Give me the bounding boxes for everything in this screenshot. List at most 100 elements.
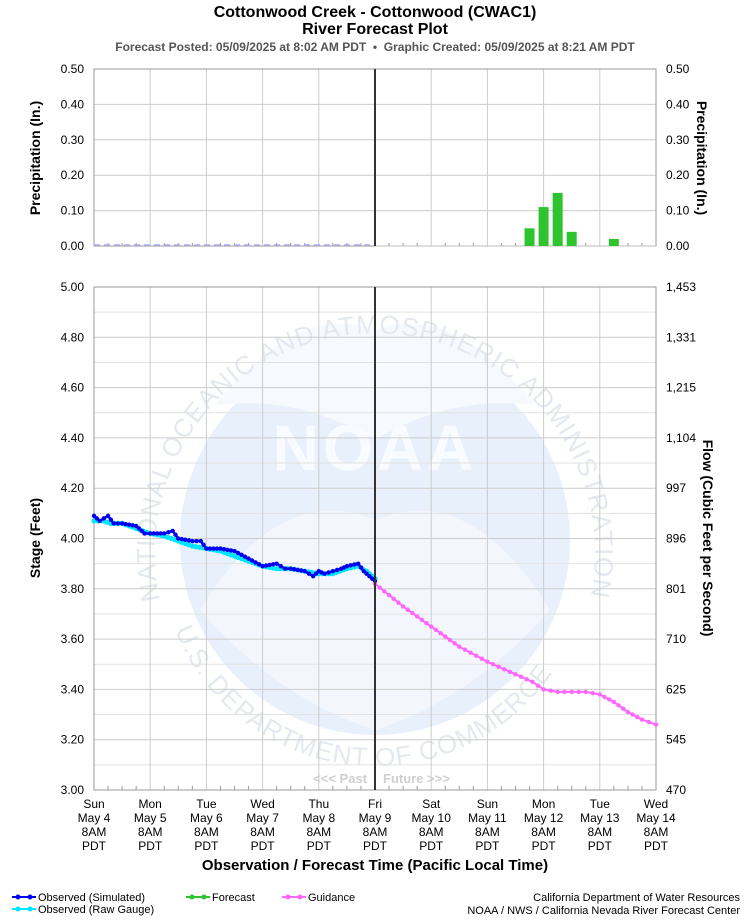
series-point-guidance [438, 631, 443, 636]
stage-tick-left: 3.00 [61, 783, 85, 797]
x-tick-label: May 14 [636, 811, 676, 825]
series-point-observed_simulated [186, 538, 192, 543]
series-point-observed_simulated [105, 513, 111, 519]
x-tick-label: PDT [644, 839, 669, 853]
flow-tick-right: 896 [666, 532, 686, 546]
series-point-guidance [535, 683, 541, 688]
chart-subtitle: River Forecast Plot [302, 21, 448, 38]
series-point-guidance [382, 589, 387, 594]
x-tick-label: Sun [83, 797, 104, 811]
series-point-guidance [548, 688, 553, 693]
posted-info: Forecast Posted: 05/09/2025 at 8:02 AM P… [115, 40, 635, 54]
legend-label-observed-simulated: Observed (Simulated) [38, 892, 145, 904]
precip-ylabel-right: Precipitation (In.) [694, 101, 710, 215]
series-point-observed_simulated [330, 568, 336, 574]
series-point-guidance [400, 604, 406, 609]
series-point-observed_simulated [358, 565, 364, 570]
legend-guidance: Guidance [282, 892, 355, 904]
flow-tick-right: 1,104 [666, 431, 696, 445]
series-point-guidance [630, 712, 635, 717]
series-point-observed_simulated [142, 531, 147, 536]
series-point-guidance [597, 692, 602, 697]
legend-observed-simulated: Observed (Simulated) [12, 892, 145, 904]
flow-ylabel: Flow (Cubic Feet per Second) [700, 440, 716, 637]
series-point-observed_simulated [361, 568, 366, 574]
series-point-observed_simulated [158, 531, 163, 536]
x-tick-label: May 10 [412, 811, 452, 825]
series-point-observed_simulated [108, 517, 114, 522]
precip-tick-left: 0.40 [61, 97, 85, 111]
series-point-guidance [541, 687, 546, 692]
legend-label-guidance: Guidance [308, 892, 355, 904]
x-tick-label: PDT [475, 839, 500, 853]
series-point-observed_simulated [322, 571, 327, 576]
series-point-observed_simulated [176, 536, 181, 541]
x-tick-label: 8AM [138, 825, 163, 839]
series-point-observed_simulated [136, 526, 142, 531]
stage-ylabel: Stage (Feet) [27, 498, 43, 578]
stage-tick-left: 3.60 [61, 632, 85, 646]
precip-tick-right: 0.10 [666, 204, 690, 218]
series-point-observed_simulated [190, 538, 195, 544]
x-tick-label: Tue [590, 797, 611, 811]
x-tick-label: PDT [363, 839, 388, 853]
series-point-observed_simulated [218, 546, 223, 551]
x-tick-label: May 11 [468, 811, 507, 825]
series-point-observed_simulated [123, 521, 128, 527]
x-tick-label: Wed [250, 797, 274, 811]
series-point-guidance [590, 690, 595, 696]
series-point-observed_simulated [299, 568, 304, 573]
series-point-observed_simulated [221, 546, 227, 552]
x-tick-label: 8AM [644, 825, 669, 839]
series-point-guidance [414, 614, 420, 619]
series-point-observed_simulated [310, 574, 316, 579]
x-tick-label: 8AM [587, 825, 612, 839]
precip-tick-left: 0.10 [61, 204, 85, 218]
series-point-observed_simulated [288, 566, 293, 571]
series-point-observed_simulated [211, 546, 216, 551]
series-point-guidance [653, 722, 659, 727]
series-point-observed_simulated [369, 576, 375, 581]
series-point-guidance [386, 592, 392, 598]
series-point-observed_simulated [133, 523, 139, 529]
series-point-observed_simulated [225, 547, 230, 553]
precip-tick-right: 0.30 [666, 133, 690, 147]
chart-title: Cottonwood Creek - Cottonwood (CWAC1) [213, 4, 537, 21]
precip-bar [552, 192, 563, 246]
x-tick-label: 8AM [531, 825, 556, 839]
series-point-observed_simulated [173, 532, 178, 537]
series-point-observed_simulated [267, 562, 272, 568]
series-point-observed_simulated [263, 563, 269, 568]
stage-tick-left: 4.80 [61, 330, 85, 344]
series-point-observed_simulated [97, 518, 102, 524]
series-point-observed_simulated [239, 552, 244, 558]
x-tick-label: 8AM [475, 825, 500, 839]
series-point-observed_simulated [260, 563, 265, 569]
stage-tick-left: 3.40 [61, 682, 85, 696]
series-point-guidance [443, 634, 448, 639]
past-label: <<< Past [313, 771, 368, 786]
series-point-guidance [625, 709, 631, 715]
series-point-guidance [502, 667, 507, 672]
series-point-observed_simulated [235, 550, 241, 556]
x-tick-label: PDT [251, 839, 276, 853]
series-point-observed_simulated [355, 561, 361, 566]
series-point-guidance [479, 656, 484, 661]
precip-ylabel-left: Precipitation (In.) [27, 101, 43, 215]
flow-tick-right: 997 [666, 481, 686, 495]
series-point-observed_simulated [306, 571, 312, 576]
flow-tick-right: 1,453 [666, 280, 696, 294]
series-point-observed_simulated [313, 571, 319, 576]
series-point-guidance [639, 717, 645, 722]
series-point-observed_simulated [344, 563, 350, 569]
series-point-guidance [462, 647, 468, 652]
x-tick-label: Mon [139, 797, 162, 811]
precip-tick-left: 0.20 [61, 168, 85, 182]
series-point-guidance [447, 637, 453, 643]
series-point-guidance [606, 697, 612, 702]
x-tick-label: May 4 [78, 811, 111, 825]
future-label: Future >>> [383, 771, 450, 786]
x-tick-label: Wed [644, 797, 668, 811]
x-tick-label: Sat [422, 797, 441, 811]
stage-series [91, 513, 659, 727]
